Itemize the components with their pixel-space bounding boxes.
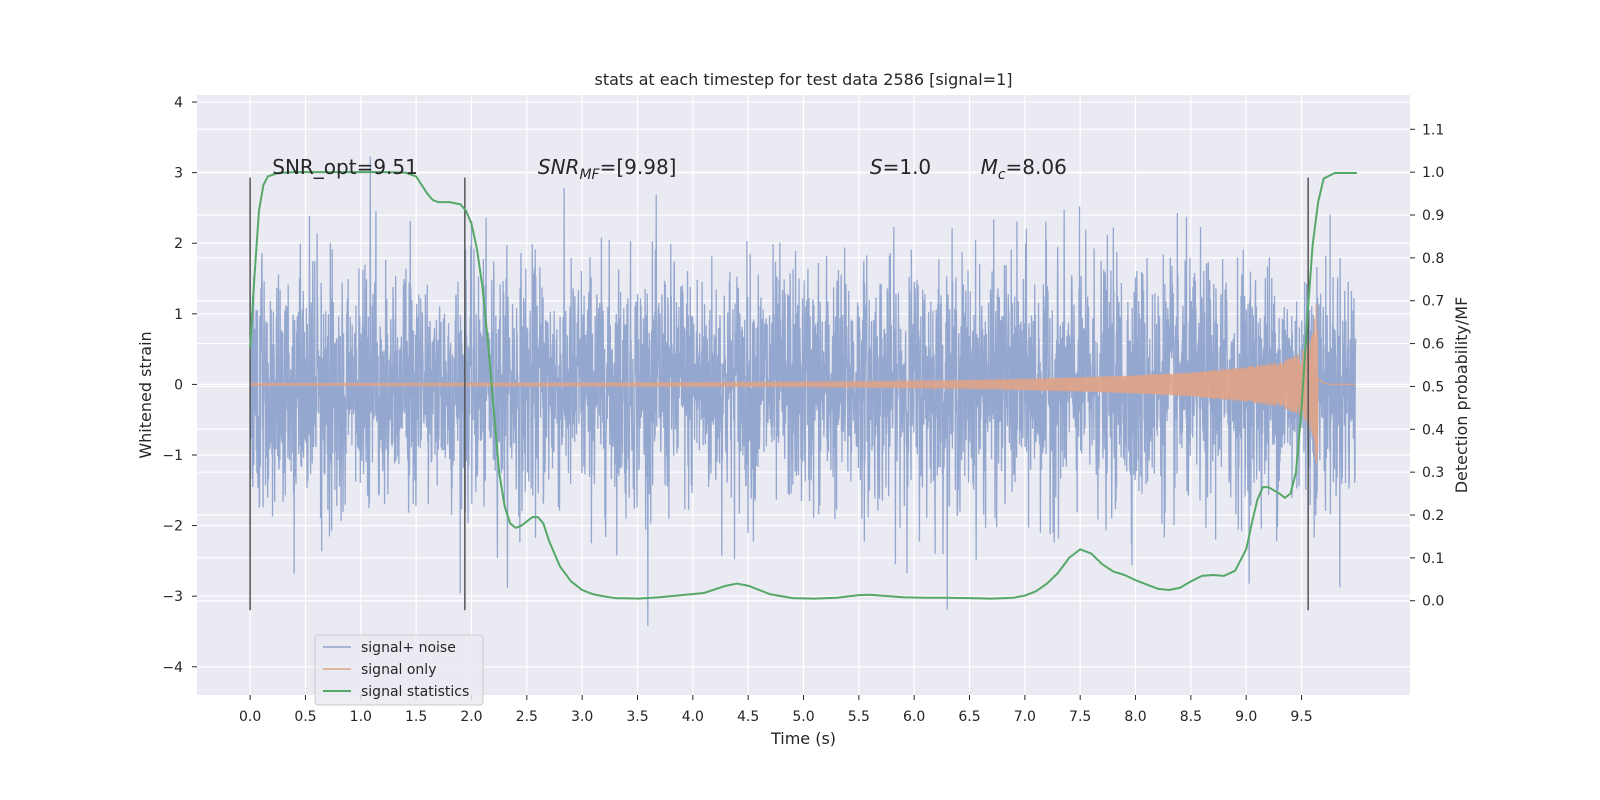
x-tick-label: 9.5 xyxy=(1290,709,1312,725)
legend-label-signal-statistics: signal statistics xyxy=(361,684,469,700)
y2-axis-label: Detection probability/MF xyxy=(1452,297,1471,494)
annotation-value: =1.0 xyxy=(883,155,932,179)
annotation-symbol: M xyxy=(981,155,998,179)
x-tick-label: 7.0 xyxy=(1014,709,1036,725)
x-tick-label: 8.5 xyxy=(1180,709,1202,725)
x-tick-label: 5.5 xyxy=(848,709,870,725)
x-tick-label: 2.5 xyxy=(516,709,538,725)
x-tick-label: 3.0 xyxy=(571,709,593,725)
y2-tick-label: 0.3 xyxy=(1422,465,1444,481)
y-tick-label: 3 xyxy=(174,166,183,182)
x-tick-label: 4.5 xyxy=(737,709,759,725)
series-signal-plus-noise xyxy=(249,156,1357,626)
annotation: S=1.0 xyxy=(870,155,931,179)
annotation-symbol: S xyxy=(870,155,883,179)
y-tick-label: 4 xyxy=(174,95,183,111)
y-tick-label: 2 xyxy=(174,236,183,252)
legend-box xyxy=(314,634,484,706)
y2-tick-label: 1.0 xyxy=(1422,165,1444,181)
y2-tick-label: 0.6 xyxy=(1422,337,1444,353)
annotation: SNR_opt=9.51 xyxy=(272,155,418,179)
y2-tick-label: 0.8 xyxy=(1422,251,1444,267)
y2-tick-label: 0.9 xyxy=(1422,208,1444,224)
y-tick-label: −1 xyxy=(162,448,183,464)
x-tick-label: 1.0 xyxy=(350,709,372,725)
x-tick-label: 9.0 xyxy=(1235,709,1257,725)
signal-plus-noise-line xyxy=(249,156,1357,626)
y2-axis-ticks: 0.0 0.1 0.2 0.3 0.4 0.5 0.6 0.7 0.8 0.9 1.0 1.1 xyxy=(1410,122,1444,610)
y-axis-label: Whitened strain xyxy=(136,331,155,458)
y-tick-label: −4 xyxy=(162,660,183,676)
legend-label-signal-plus-noise: signal+ noise xyxy=(361,640,456,656)
x-tick-label: 7.5 xyxy=(1069,709,1091,725)
annotation-symbol: SNR xyxy=(538,155,580,179)
annotation-subscript: c xyxy=(998,167,1006,183)
y-axis-ticks: −4 −3 −2 −1 0 1 2 3 4 xyxy=(162,95,197,676)
legend-label-signal-only: signal only xyxy=(361,662,436,678)
annotations: SNR_opt=9.51 SNRMF=[9.98] S=1.0 Mc=8.06 xyxy=(272,155,1067,183)
signal-only-line xyxy=(249,303,1356,465)
annotation-value: =[9.98] xyxy=(600,155,677,179)
y2-tick-label: 0.4 xyxy=(1422,422,1444,438)
annotation: SNRMF=[9.98] xyxy=(538,155,677,183)
x-tick-label: 4.0 xyxy=(682,709,704,725)
annotation: Mc=8.06 xyxy=(981,155,1067,183)
x-tick-label: 2.0 xyxy=(460,709,482,725)
x-tick-label: 6.0 xyxy=(903,709,925,725)
x-tick-label: 5.0 xyxy=(792,709,814,725)
series-signal-statistics xyxy=(249,171,1357,600)
signal-statistics-line xyxy=(249,171,1357,600)
y2-tick-label: 0.5 xyxy=(1422,379,1444,395)
x-tick-label: 8.0 xyxy=(1124,709,1146,725)
x-tick-label: 0.0 xyxy=(239,709,261,725)
x-tick-label: 0.5 xyxy=(294,709,316,725)
y2-tick-label: 0.0 xyxy=(1422,594,1444,610)
y-tick-label: −3 xyxy=(162,589,183,605)
y2-tick-label: 0.7 xyxy=(1422,294,1444,310)
y-tick-label: 1 xyxy=(174,307,183,323)
y2-tick-label: 0.1 xyxy=(1422,551,1444,567)
annotation-symbol: SNR_opt=9.51 xyxy=(272,155,418,179)
y2-tick-label: 0.2 xyxy=(1422,508,1444,524)
event-markers xyxy=(249,177,1309,611)
x-axis-ticks: 0.0 0.5 1.0 1.5 2.0 2.5 3.0 3.5 4.0 4.5 5.0 5.5 6.0 6… xyxy=(239,695,1313,725)
x-tick-label: 3.5 xyxy=(626,709,648,725)
chart-title: stats at each timestep for test data 258… xyxy=(594,70,1012,89)
y2-tick-label: 1.1 xyxy=(1422,122,1444,138)
x-tick-label: 1.5 xyxy=(405,709,427,725)
annotation-subscript: MF xyxy=(579,167,600,183)
x-axis-label: Time (s) xyxy=(770,729,836,748)
y-tick-label: −2 xyxy=(162,519,183,535)
annotation-value: =8.06 xyxy=(1006,155,1067,179)
legend: signal+ noise signal only signal statist… xyxy=(314,634,484,706)
x-tick-label: 6.5 xyxy=(958,709,980,725)
y-tick-label: 0 xyxy=(174,377,183,393)
series-signal-only xyxy=(249,303,1356,465)
